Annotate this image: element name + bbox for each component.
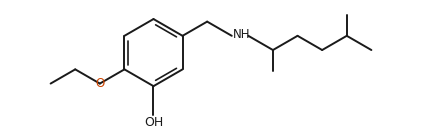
Text: O: O bbox=[95, 77, 105, 90]
Text: OH: OH bbox=[144, 116, 163, 129]
Text: NH: NH bbox=[233, 28, 251, 41]
